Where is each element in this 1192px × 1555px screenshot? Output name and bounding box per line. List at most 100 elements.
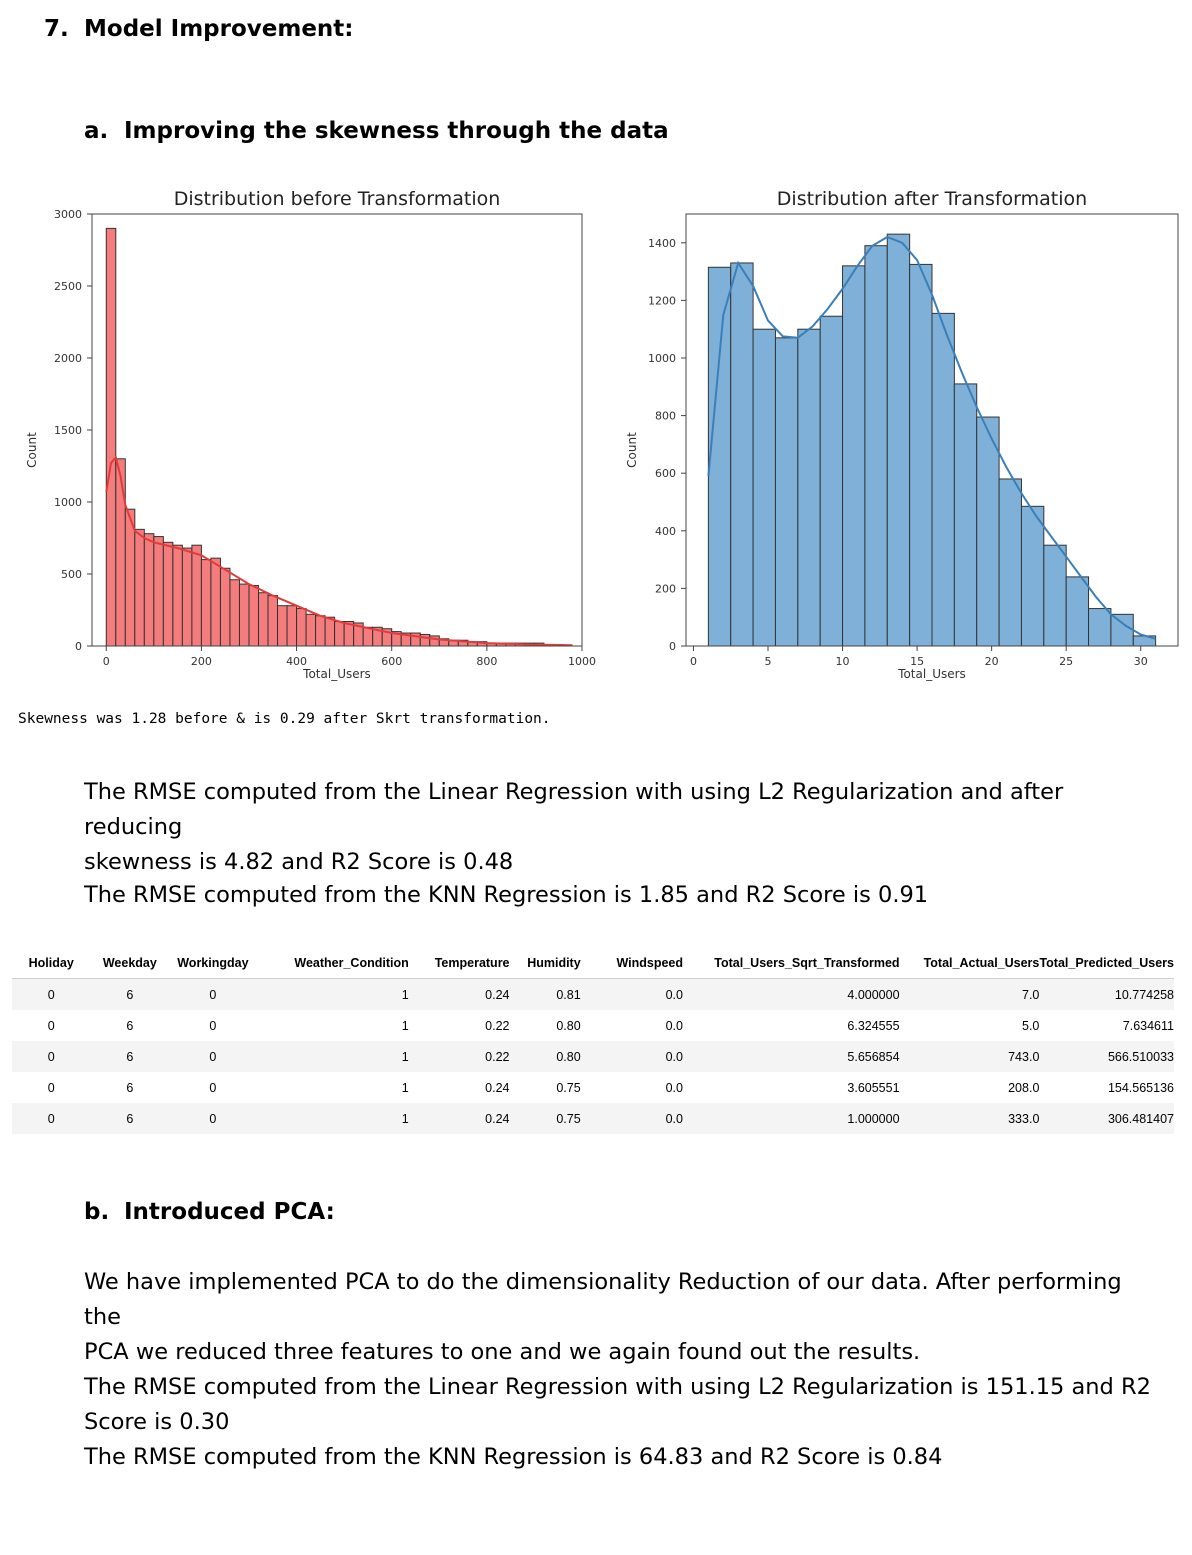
histogram-bar (976, 416, 1000, 647)
pca-line-3: The RMSE computed from the Linear Regres… (84, 1374, 1151, 1400)
histogram-bar (191, 544, 202, 647)
pca-line-5: The RMSE computed from the KNN Regressio… (84, 1444, 943, 1470)
histogram-bar (752, 328, 776, 647)
x-tick-label: 5 (765, 655, 772, 668)
histogram-bar (931, 312, 955, 647)
table-cell: 0.0 (665, 1049, 683, 1064)
knn-regression-result: The RMSE computed from the KNN Regressio… (84, 882, 929, 908)
y-tick-label: 0 (75, 640, 82, 653)
table-cell: 0.80 (556, 1018, 581, 1033)
table-row: 0 6 0 1 0.24 0.75 0.0 1.000000 333.0 306.481407 (12, 1103, 1174, 1134)
histogram-bar (842, 265, 866, 647)
y-tick-label: 1400 (648, 237, 676, 250)
table-cell: 7.634611 (1122, 1018, 1174, 1033)
histogram-bar (200, 559, 212, 647)
table-cell: 0.22 (485, 1018, 510, 1033)
table-cell: 10.774258 (1114, 987, 1174, 1002)
y-tick-label: 200 (655, 582, 676, 595)
histogram-bar (1020, 505, 1045, 647)
histogram-bar (143, 533, 155, 647)
histogram-bar (162, 541, 174, 647)
histogram-bar (998, 478, 1022, 647)
x-tick-label: 600 (381, 655, 402, 668)
table-cell: 0.0 (665, 1018, 683, 1033)
pca-paragraph: We have implemented PCA to do the dimens… (84, 1265, 1154, 1475)
histogram-bar (953, 383, 978, 647)
table-header-cell: Weekday (90, 950, 170, 979)
table-cell: 0 (47, 1111, 55, 1126)
x-axis-label: Total_Users (897, 667, 966, 681)
histogram-bar (153, 536, 164, 647)
section-number: 7. (44, 16, 69, 42)
y-tick-label: 3000 (54, 208, 82, 221)
x-tick-label: 15 (910, 655, 924, 668)
table-header-cell: Total_Actual_Users (899, 950, 1040, 979)
histogram-bar (315, 615, 326, 647)
table-cell: 0.81 (556, 987, 581, 1002)
subsection-b-title: Introduced PCA: (124, 1199, 335, 1225)
x-tick-label: 10 (836, 655, 850, 668)
y-tick-label: 500 (61, 568, 82, 581)
table-row: 0 6 0 1 0.24 0.81 0.0 4.000000 7.0 10.774258 (12, 978, 1174, 1010)
table-body: 0 6 0 1 0.24 0.81 0.0 4.000000 7.0 10.774258 0 6 0 1 0… (12, 978, 1174, 1134)
histogram-bar (707, 266, 732, 647)
x-tick-label: 800 (476, 655, 497, 668)
y-axis-label: Count (25, 432, 39, 468)
table-cell: 0.0 (665, 1080, 683, 1095)
table-header-cell: Temperature (408, 950, 510, 979)
x-tick-label: 400 (286, 655, 307, 668)
table-cell: 5.656854 (847, 1049, 900, 1064)
histogram-bar (105, 227, 117, 647)
histogram-bar (134, 528, 145, 647)
table-cell: 0.75 (556, 1080, 581, 1095)
histogram-bar (238, 583, 250, 647)
histogram-bar (248, 585, 260, 647)
histogram-bar (1088, 608, 1112, 647)
section-heading: 7. Model Improvement: (44, 16, 354, 42)
section-title: Model Improvement: (84, 16, 354, 42)
histogram-bar (296, 608, 307, 647)
histogram-bar (277, 605, 288, 647)
table-cell: 0.0 (665, 1111, 683, 1126)
table-cell: 0 (209, 1111, 217, 1126)
x-axis-label: Total_Users (302, 667, 371, 681)
table-cell: 1 (401, 987, 409, 1002)
table-cell: 0 (47, 1080, 55, 1095)
plot-frame (685, 213, 1179, 647)
table-cell: 0 (209, 1049, 217, 1064)
table-cell: 6 (126, 987, 134, 1002)
table-cell: 0 (209, 1018, 217, 1033)
table-cell: 6.324555 (847, 1018, 900, 1033)
histogram-bar (229, 579, 240, 647)
subsection-b-heading: b. Introduced PCA: (84, 1199, 335, 1225)
table-cell: 3.605551 (847, 1080, 900, 1095)
histogram-bar (774, 337, 799, 647)
table-header-cell: Total_Predicted_Users (1039, 950, 1174, 979)
table-header-cell: Weather_Condition (256, 950, 409, 979)
x-tick-label: 0 (103, 655, 110, 668)
histogram-bar (864, 245, 888, 647)
histogram-bar (797, 328, 821, 647)
table-cell: 1 (401, 1111, 409, 1126)
table-cell: 0.0 (665, 987, 683, 1002)
kde-line (105, 455, 573, 647)
subsection-b-letter: b. (84, 1199, 110, 1225)
table-cell: 1 (401, 1080, 409, 1095)
table-header-cell: Humidity (509, 950, 581, 979)
table-cell: 208.0 (1008, 1080, 1040, 1095)
y-tick-label: 600 (655, 467, 676, 480)
linear-regression-line-1: The RMSE computed from the Linear Regres… (84, 779, 1064, 840)
table-cell: 0.75 (556, 1111, 581, 1126)
table-header-cell: Windspeed (580, 950, 683, 979)
table-header-row: Holiday Weekday Workingday Weather_Condi… (12, 950, 1174, 979)
y-tick-label: 2500 (54, 280, 82, 293)
chart-after-svg: Distribution after Transformation 0 5 10 15 2… (625, 188, 1179, 681)
table-cell: 0.80 (556, 1049, 581, 1064)
table-cell: 0 (209, 1080, 217, 1095)
histogram-bar (730, 262, 754, 647)
chart-title: Distribution after Transformation (777, 188, 1087, 210)
table-cell: 0 (47, 987, 55, 1002)
histogram-bar (210, 557, 221, 647)
histogram-bar (115, 458, 126, 647)
table-cell: 566.510033 (1107, 1049, 1174, 1064)
